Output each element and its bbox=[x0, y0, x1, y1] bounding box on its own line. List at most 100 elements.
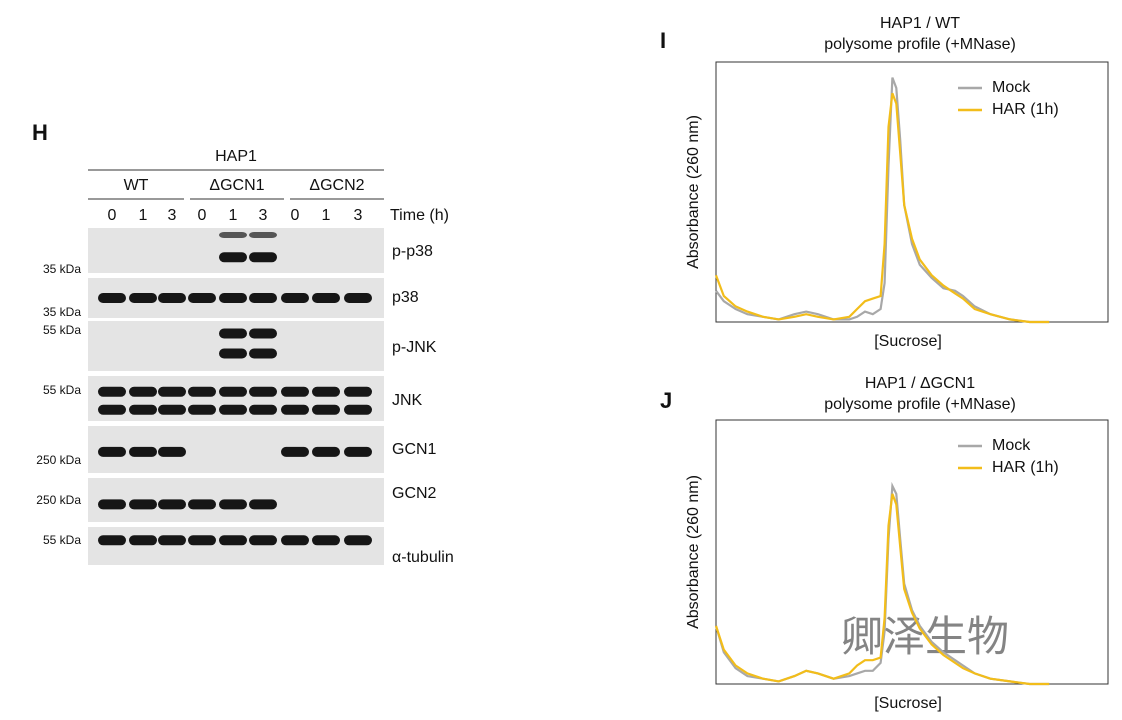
band bbox=[129, 535, 157, 546]
band bbox=[158, 535, 186, 546]
time-label: 1 bbox=[229, 207, 238, 224]
x-axis-label: [Sucrose] bbox=[874, 695, 942, 712]
band bbox=[158, 293, 186, 303]
band bbox=[249, 404, 277, 415]
chart-subtitle: polysome profile (+MNase) bbox=[824, 36, 1016, 53]
group-label: ΔGCN2 bbox=[309, 177, 364, 194]
band bbox=[188, 404, 216, 415]
band bbox=[312, 293, 340, 303]
band bbox=[281, 293, 309, 303]
row-label: p38 bbox=[392, 289, 419, 306]
y-axis-label: Absorbance (260 nm) bbox=[685, 475, 702, 629]
band bbox=[249, 252, 277, 263]
chart-title: HAP1 / ΔGCN1 bbox=[865, 375, 975, 392]
marker-label: 250 kDa bbox=[36, 493, 81, 507]
time-label: 0 bbox=[198, 207, 207, 224]
x-axis-label: [Sucrose] bbox=[874, 333, 942, 350]
band bbox=[98, 404, 126, 415]
band bbox=[344, 293, 372, 303]
band bbox=[98, 499, 126, 510]
band bbox=[129, 404, 157, 415]
band bbox=[219, 348, 247, 359]
legend-label: Mock bbox=[992, 437, 1031, 454]
row-label: α-tubulin bbox=[392, 549, 454, 566]
band bbox=[249, 328, 277, 339]
band bbox=[249, 535, 277, 546]
band bbox=[188, 386, 216, 397]
band bbox=[98, 293, 126, 303]
row-label: GCN1 bbox=[392, 441, 437, 458]
band bbox=[98, 386, 126, 397]
band bbox=[129, 386, 157, 397]
y-axis-label: Absorbance (260 nm) bbox=[685, 115, 702, 269]
chart-subtitle: polysome profile (+MNase) bbox=[824, 396, 1016, 413]
plot-frame bbox=[715, 419, 1109, 685]
legend-label: Mock bbox=[992, 79, 1031, 96]
band bbox=[219, 499, 247, 510]
chart-title: HAP1 / WT bbox=[880, 15, 960, 32]
time-label: 0 bbox=[291, 207, 300, 224]
series-line bbox=[714, 493, 1050, 686]
legend-label: HAR (1h) bbox=[992, 101, 1059, 118]
marker-label: 55 kDa bbox=[43, 533, 81, 547]
plot-frame bbox=[715, 61, 1109, 323]
time-label: 0 bbox=[108, 207, 117, 224]
marker-label: 55 kDa bbox=[43, 323, 81, 337]
row-label: p-JNK bbox=[392, 339, 437, 356]
band bbox=[249, 386, 277, 397]
band bbox=[188, 535, 216, 546]
band bbox=[344, 386, 372, 397]
band bbox=[219, 328, 247, 339]
band bbox=[129, 446, 157, 457]
time-label: 3 bbox=[168, 207, 177, 224]
band bbox=[344, 535, 372, 546]
band bbox=[219, 404, 247, 415]
blot-strip bbox=[88, 527, 384, 565]
band bbox=[312, 386, 340, 397]
panel-label: H bbox=[32, 120, 48, 145]
band bbox=[129, 499, 157, 510]
band bbox=[129, 293, 157, 303]
band bbox=[312, 535, 340, 546]
band bbox=[281, 404, 309, 415]
band bbox=[98, 535, 126, 546]
marker-label: 35 kDa bbox=[43, 305, 81, 319]
time-label: 1 bbox=[139, 207, 148, 224]
time-label: 3 bbox=[354, 207, 363, 224]
legend-label: HAR (1h) bbox=[992, 459, 1059, 476]
group-label: WT bbox=[124, 177, 149, 194]
cell-line: HAP1 bbox=[215, 148, 257, 165]
group-label: ΔGCN1 bbox=[209, 177, 264, 194]
time-label: 3 bbox=[259, 207, 268, 224]
band bbox=[344, 404, 372, 415]
panel-label: J bbox=[660, 388, 672, 413]
band bbox=[344, 446, 372, 457]
band bbox=[312, 446, 340, 457]
row-label: GCN2 bbox=[392, 485, 437, 502]
time-label: 1 bbox=[322, 207, 331, 224]
band bbox=[249, 293, 277, 303]
band bbox=[312, 404, 340, 415]
time-label: Time (h) bbox=[390, 207, 449, 224]
band bbox=[158, 386, 186, 397]
band bbox=[249, 499, 277, 510]
band bbox=[158, 499, 186, 510]
band bbox=[281, 535, 309, 546]
band bbox=[219, 535, 247, 546]
band bbox=[219, 386, 247, 397]
marker-label: 35 kDa bbox=[43, 262, 81, 276]
band bbox=[249, 348, 277, 359]
band bbox=[98, 446, 126, 457]
band bbox=[188, 499, 216, 510]
band bbox=[158, 404, 186, 415]
band bbox=[188, 293, 216, 303]
row-label: p-p38 bbox=[392, 243, 433, 260]
band bbox=[219, 252, 247, 263]
marker-label: 250 kDa bbox=[36, 453, 81, 467]
band bbox=[281, 386, 309, 397]
marker-label: 55 kDa bbox=[43, 383, 81, 397]
band bbox=[158, 446, 186, 457]
series-line bbox=[714, 92, 1050, 324]
band bbox=[219, 293, 247, 303]
